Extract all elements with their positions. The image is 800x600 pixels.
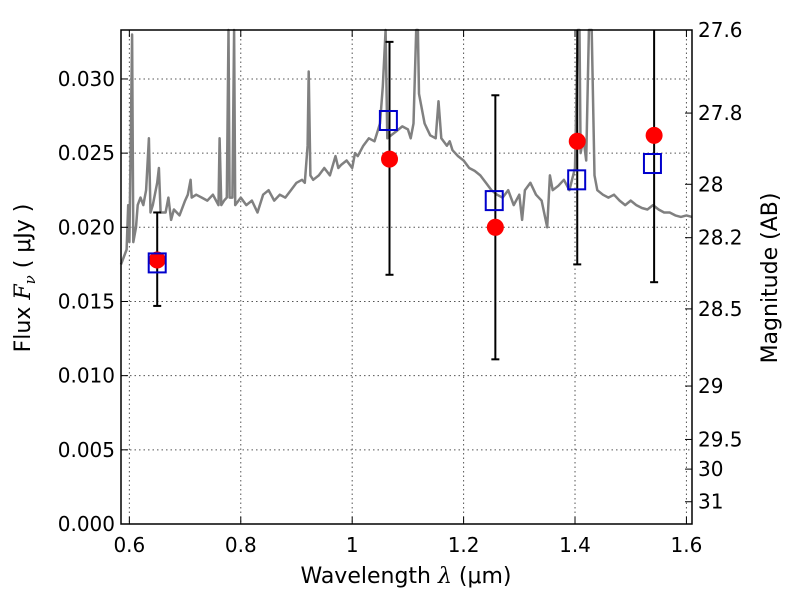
spectrum-line xyxy=(119,28,693,265)
y2-tick-label: 28.2 xyxy=(698,226,743,250)
x-tick-label: 1 xyxy=(346,533,359,557)
x-axis-label: Wavelength λ (μm) xyxy=(300,564,511,589)
y-tick-label: 0.030 xyxy=(58,67,115,91)
y2-ticks: 27.6 27.8 28 28.2 28.5 29 29.5 30 31 xyxy=(685,18,743,514)
x-axis-label-prefix: Wavelength xyxy=(300,564,438,589)
x-ticks: 0.6 0.8 1 1.2 1.4 1.6 xyxy=(113,30,702,557)
y-tick-label: 0.010 xyxy=(58,364,115,388)
spectrum-layer xyxy=(119,28,693,265)
y-axis-label-subscript: ν xyxy=(21,275,39,284)
x-tick-label: 1.6 xyxy=(671,533,703,557)
y-tick-label: 0.020 xyxy=(58,215,115,239)
x-tick-label: 0.6 xyxy=(113,533,145,557)
y-axis-label: Flux Fν ( μJy ) xyxy=(11,204,39,353)
observed-point xyxy=(381,150,399,168)
y2-tick-label: 27.8 xyxy=(698,101,743,125)
model-point xyxy=(378,109,398,131)
y2-tick-label: 29 xyxy=(698,374,723,398)
observed-points-layer xyxy=(148,126,663,269)
model-point xyxy=(484,190,504,212)
x-tick-label: 1.2 xyxy=(448,533,480,557)
y2-tick-label: 29.5 xyxy=(698,427,743,451)
x-axis-label-suffix: (μm) xyxy=(452,564,512,589)
x-tick-label: 0.8 xyxy=(225,533,257,557)
y2-axis-label: Magnitude (AB) xyxy=(758,193,783,364)
model-points-layer xyxy=(147,109,662,274)
y-ticks: 0.000 0.005 0.010 0.015 0.020 0.025 0.030 xyxy=(58,67,128,536)
x-tick-label: 1.4 xyxy=(559,533,591,557)
y2-tick-label: 31 xyxy=(698,490,723,514)
y-axis-label-suffix: ( μJy ) xyxy=(11,204,36,276)
model-point xyxy=(567,169,587,191)
y-tick-label: 0.005 xyxy=(58,438,115,462)
y-tick-label: 0.000 xyxy=(58,512,115,536)
y-axis-label-symbol: F xyxy=(11,284,36,301)
observed-point xyxy=(486,218,504,236)
y2-tick-label: 30 xyxy=(698,457,723,481)
model-point xyxy=(642,153,662,175)
y-tick-label: 0.015 xyxy=(58,289,115,313)
grid-layer xyxy=(121,30,692,525)
model-point xyxy=(147,252,167,274)
y2-tick-label: 28 xyxy=(698,172,723,196)
y2-tick-label: 28.5 xyxy=(698,297,743,321)
y-axis-label-prefix: Flux xyxy=(11,300,36,353)
observed-point xyxy=(568,132,586,150)
y-tick-label: 0.025 xyxy=(58,141,115,165)
observed-point xyxy=(645,126,663,144)
x-axis-label-symbol: λ xyxy=(437,564,452,589)
plot-frame xyxy=(120,29,693,525)
y2-tick-label: 27.6 xyxy=(698,18,743,42)
